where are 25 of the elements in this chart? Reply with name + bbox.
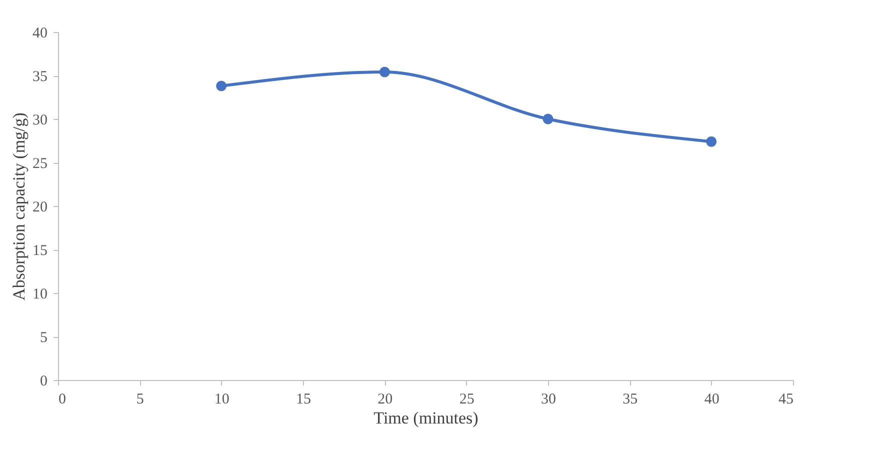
point: [706, 136, 717, 147]
point: [379, 66, 390, 78]
point: [542, 114, 554, 124]
y-tick-label: 35: [32, 69, 48, 85]
x-tick-label: 40: [704, 392, 720, 408]
x-tick-label: 45: [778, 392, 794, 408]
y-axis-title: Absorption capacity (mg/g): [10, 112, 28, 300]
x-tick-label: 15: [296, 392, 311, 408]
x-tick-label: 0: [58, 392, 66, 408]
x-tick-label: 30: [541, 392, 556, 408]
x-tick-label: 10: [214, 392, 230, 408]
x-tick-label: 5: [136, 392, 144, 408]
x-axis-title: Time (minutes): [374, 408, 478, 428]
x-tick-label: 35: [622, 392, 638, 408]
point: [216, 80, 227, 92]
y-tick-label: 20: [32, 200, 48, 216]
y-tick-label: 10: [32, 286, 48, 302]
y-tick-label: 0: [40, 374, 48, 390]
y-tick-label: 5: [40, 330, 48, 346]
y-tick-label: 30: [32, 112, 48, 128]
x-tick-label: 25: [459, 392, 474, 408]
y-tick-label: 25: [32, 156, 48, 172]
y-tick-label: 40: [32, 26, 48, 42]
x-tick-label: 20: [378, 392, 393, 408]
y-tick-label: 15: [32, 243, 48, 259]
